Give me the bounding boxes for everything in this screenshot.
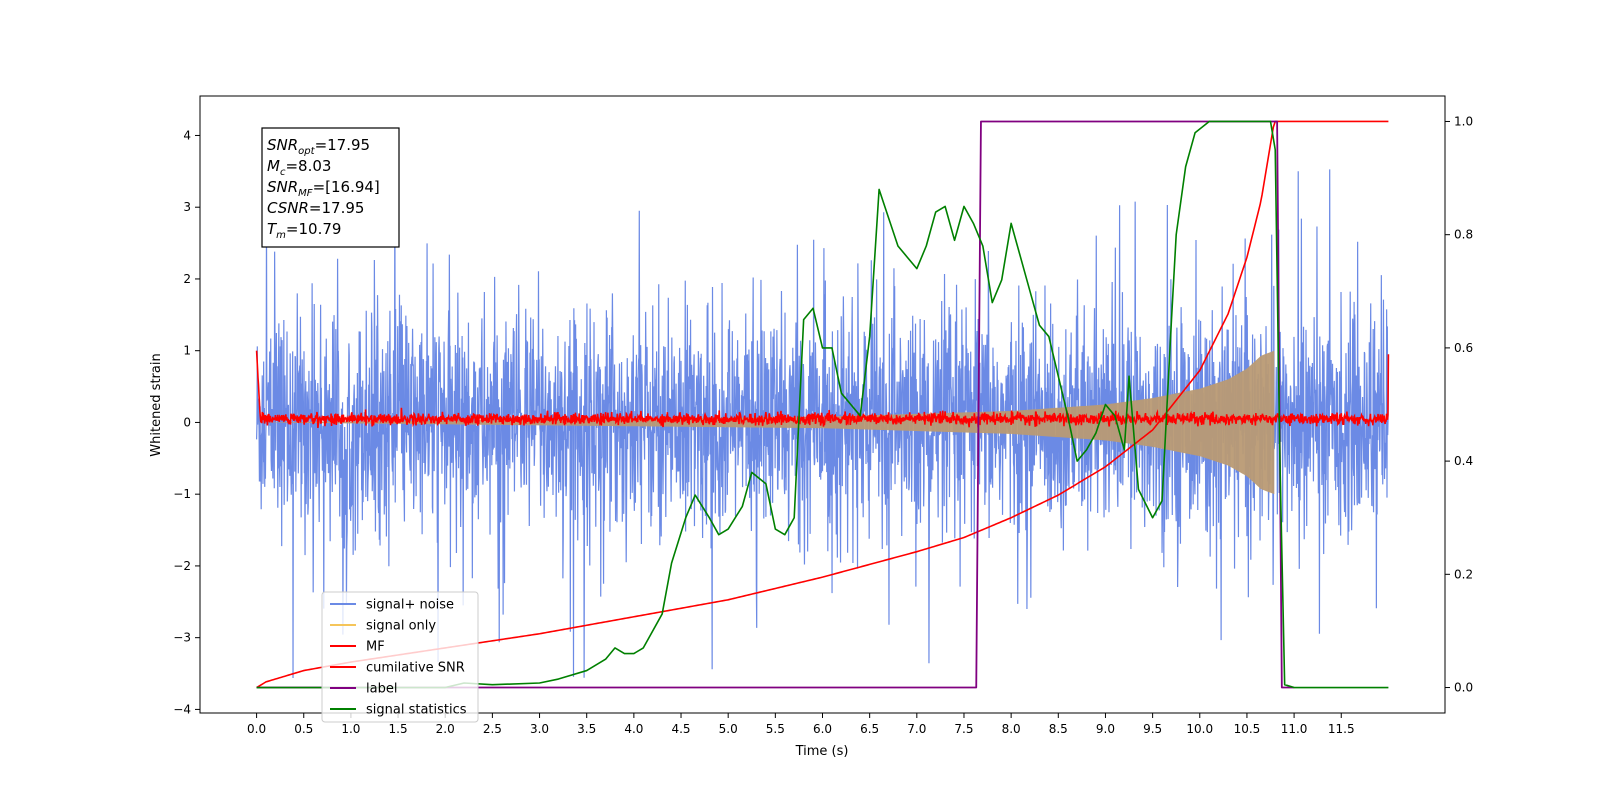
y-left-tick-label: 1 [183, 344, 191, 358]
series-signal-noise [255, 168, 1390, 678]
series-label [256, 120, 1295, 689]
x-tick-label: 6.5 [860, 722, 879, 736]
annotation-box: SNRopt=17.95Mc=8.03SNRMF=[16.94]CSNR=17.… [261, 127, 400, 248]
y-left-tick-label: 0 [183, 415, 191, 429]
x-tick-label: 5.0 [719, 722, 738, 736]
legend-entry: MF [366, 640, 385, 655]
x-tick-label: 10.5 [1234, 722, 1261, 736]
y-left-tick-label: 2 [183, 272, 191, 286]
legend: signal+ noise signal only MF cumilative SNR… [321, 591, 479, 723]
x-tick-label: 2.5 [483, 722, 502, 736]
legend-entry: signal statistics [366, 703, 467, 718]
annotation-frame [261, 127, 400, 248]
x-tick-label: 8.0 [1002, 722, 1021, 736]
y-right-tick-label: 0.8 [1454, 228, 1473, 242]
x-tick-label: 4.5 [671, 722, 690, 736]
y-left-tick-label: −4 [173, 702, 191, 716]
x-axis: 0.0 0.5 1.0 1.5 2.0 2.5 3.0 3.5 4.0 4.5 5.0 5.5 6.0 6… [247, 713, 1355, 736]
y-left-tick-label: −2 [173, 559, 191, 573]
x-tick-label: 9.5 [1143, 722, 1162, 736]
legend-entry: cumilative SNR [366, 661, 465, 676]
series-signal-only [256, 350, 1275, 495]
x-tick-label: 0.0 [247, 722, 266, 736]
legend-entry: label [366, 682, 397, 697]
legend-entry: signal only [366, 619, 436, 634]
series-signal-statistics [256, 120, 1389, 689]
annotation-line: Mc=8.03 [267, 157, 331, 178]
y-right-tick-label: 0.4 [1454, 454, 1473, 468]
annotation-line: Tm=10.79 [267, 220, 341, 241]
x-tick-label: 11.5 [1328, 722, 1355, 736]
x-tick-label: 2.0 [436, 722, 455, 736]
x-tick-label: 0.5 [294, 722, 313, 736]
y-right-tick-label: 1.0 [1454, 114, 1473, 128]
series-mf [255, 350, 1390, 429]
annotation-line: SNRMF=[16.94] [267, 178, 380, 199]
x-tick-label: 4.0 [624, 722, 643, 736]
x-tick-label: 10.0 [1186, 722, 1213, 736]
x-tick-label: 7.0 [907, 722, 926, 736]
y-left-tick-label: −1 [173, 487, 191, 501]
x-tick-label: 3.5 [577, 722, 596, 736]
annotation-line: SNRopt=17.95 [267, 136, 370, 157]
y-right-tick-label: 0.6 [1454, 341, 1473, 355]
y-left-tick-label: 4 [183, 128, 191, 142]
y-left-tick-label: −3 [173, 631, 191, 645]
x-tick-label: 5.5 [766, 722, 785, 736]
x-axis-label: Time (s) [795, 744, 849, 759]
x-tick-label: 9.0 [1096, 722, 1115, 736]
x-tick-label: 1.5 [389, 722, 408, 736]
y-axis-right: 0.0 0.2 0.4 0.6 0.8 1.0 [1445, 114, 1473, 695]
y-axis-left: −4 −3 −2 −1 0 1 2 3 4 [173, 128, 200, 716]
y-right-tick-label: 0.2 [1454, 567, 1473, 581]
x-tick-label: 11.0 [1281, 722, 1308, 736]
y-axis-left-label: Whitened strain [149, 353, 164, 456]
x-tick-label: 6.0 [813, 722, 832, 736]
legend-frame [321, 591, 479, 723]
x-tick-label: 1.0 [341, 722, 360, 736]
x-tick-label: 8.5 [1049, 722, 1068, 736]
y-left-tick-label: 3 [183, 200, 191, 214]
y-right-tick-label: 0.0 [1454, 681, 1473, 695]
annotation-line: CSNR=17.95 [267, 199, 364, 217]
x-tick-label: 3.0 [530, 722, 549, 736]
x-tick-label: 7.5 [954, 722, 973, 736]
legend-entry: signal+ noise [366, 598, 454, 613]
